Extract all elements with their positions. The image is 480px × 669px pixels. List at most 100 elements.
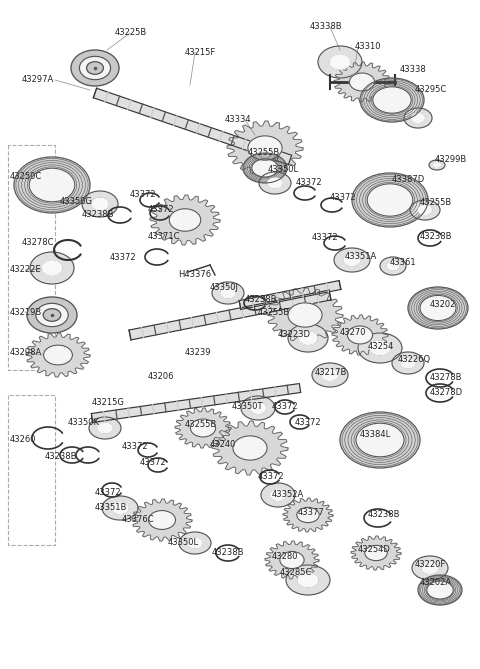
Polygon shape xyxy=(267,288,343,342)
Polygon shape xyxy=(89,417,121,439)
Polygon shape xyxy=(318,46,362,78)
Text: 43297A: 43297A xyxy=(22,75,54,84)
Text: 43270: 43270 xyxy=(340,328,367,337)
Polygon shape xyxy=(248,136,282,160)
Polygon shape xyxy=(251,403,265,413)
Polygon shape xyxy=(422,563,438,573)
Polygon shape xyxy=(227,121,303,175)
Text: 43285C: 43285C xyxy=(280,568,312,577)
Polygon shape xyxy=(270,490,286,500)
Polygon shape xyxy=(212,421,288,475)
Polygon shape xyxy=(420,296,456,320)
Text: 43278C: 43278C xyxy=(22,238,55,247)
Text: 43350K: 43350K xyxy=(68,418,100,427)
Polygon shape xyxy=(348,326,372,344)
Polygon shape xyxy=(298,573,318,587)
Polygon shape xyxy=(175,408,231,448)
Polygon shape xyxy=(365,545,387,561)
Polygon shape xyxy=(356,423,404,457)
Polygon shape xyxy=(14,157,90,213)
Polygon shape xyxy=(280,551,304,569)
Polygon shape xyxy=(150,195,220,245)
Polygon shape xyxy=(268,178,282,188)
Polygon shape xyxy=(27,297,77,333)
Text: 43254D: 43254D xyxy=(358,545,391,554)
Polygon shape xyxy=(112,502,128,513)
Polygon shape xyxy=(349,73,374,91)
Polygon shape xyxy=(79,56,110,80)
Text: 43387D: 43387D xyxy=(392,175,425,184)
Polygon shape xyxy=(36,303,68,326)
Polygon shape xyxy=(265,541,319,579)
Text: 43372: 43372 xyxy=(140,458,167,467)
Text: 43352A: 43352A xyxy=(272,490,304,499)
Polygon shape xyxy=(179,532,211,554)
Text: 43372: 43372 xyxy=(148,205,175,214)
Polygon shape xyxy=(94,88,292,165)
Text: 43372: 43372 xyxy=(110,253,137,262)
Polygon shape xyxy=(367,184,413,216)
Polygon shape xyxy=(82,191,118,217)
Polygon shape xyxy=(387,262,399,270)
Polygon shape xyxy=(129,290,331,340)
Polygon shape xyxy=(330,55,350,69)
Text: 43238B: 43238B xyxy=(368,510,400,519)
Text: 43372: 43372 xyxy=(296,178,323,187)
Text: 43238B: 43238B xyxy=(245,295,277,304)
Text: 43240: 43240 xyxy=(210,440,236,449)
Text: 43260: 43260 xyxy=(10,435,36,444)
Polygon shape xyxy=(259,172,291,194)
Text: 43238B: 43238B xyxy=(212,548,244,557)
Polygon shape xyxy=(401,358,415,368)
Text: 43351B: 43351B xyxy=(95,503,127,512)
Text: 43255B: 43255B xyxy=(258,308,290,317)
Text: 43372: 43372 xyxy=(272,402,299,411)
Polygon shape xyxy=(332,315,388,355)
Polygon shape xyxy=(408,287,468,329)
Text: 43351A: 43351A xyxy=(345,252,377,261)
Text: 43206: 43206 xyxy=(148,372,175,381)
Text: 43372: 43372 xyxy=(130,190,156,199)
Polygon shape xyxy=(241,396,275,420)
Text: 43238B: 43238B xyxy=(82,210,115,219)
Text: 43239: 43239 xyxy=(185,348,212,357)
Polygon shape xyxy=(148,510,176,529)
Polygon shape xyxy=(239,280,341,310)
Polygon shape xyxy=(429,160,445,170)
Polygon shape xyxy=(43,308,61,321)
Polygon shape xyxy=(29,168,75,202)
Polygon shape xyxy=(360,78,424,122)
Text: 43372: 43372 xyxy=(95,488,121,497)
Polygon shape xyxy=(252,159,278,177)
Text: 43225B: 43225B xyxy=(115,28,147,37)
Text: 43217B: 43217B xyxy=(315,368,348,377)
Polygon shape xyxy=(288,303,322,327)
Text: 43350L: 43350L xyxy=(168,538,199,547)
Text: 43278B: 43278B xyxy=(430,373,463,382)
Polygon shape xyxy=(30,252,74,284)
Polygon shape xyxy=(297,507,319,522)
Polygon shape xyxy=(188,538,202,548)
Text: 43202: 43202 xyxy=(430,300,456,309)
Polygon shape xyxy=(433,163,441,167)
Text: 43295C: 43295C xyxy=(415,85,447,94)
Text: 43255B: 43255B xyxy=(420,198,452,207)
Polygon shape xyxy=(233,436,267,460)
Polygon shape xyxy=(322,369,338,381)
Polygon shape xyxy=(132,499,192,541)
Text: 43376C: 43376C xyxy=(122,515,155,524)
Text: 43255B: 43255B xyxy=(248,148,280,157)
Polygon shape xyxy=(261,483,295,507)
Text: 43372: 43372 xyxy=(258,472,285,481)
Text: 43298A: 43298A xyxy=(10,348,42,357)
Polygon shape xyxy=(102,496,138,520)
Polygon shape xyxy=(404,108,432,128)
Text: 43338B: 43338B xyxy=(310,22,343,31)
Polygon shape xyxy=(373,87,411,113)
Text: 43377: 43377 xyxy=(298,508,325,517)
Polygon shape xyxy=(412,556,448,580)
Polygon shape xyxy=(380,257,406,275)
Polygon shape xyxy=(91,383,300,422)
Polygon shape xyxy=(412,114,424,122)
Polygon shape xyxy=(71,50,119,86)
